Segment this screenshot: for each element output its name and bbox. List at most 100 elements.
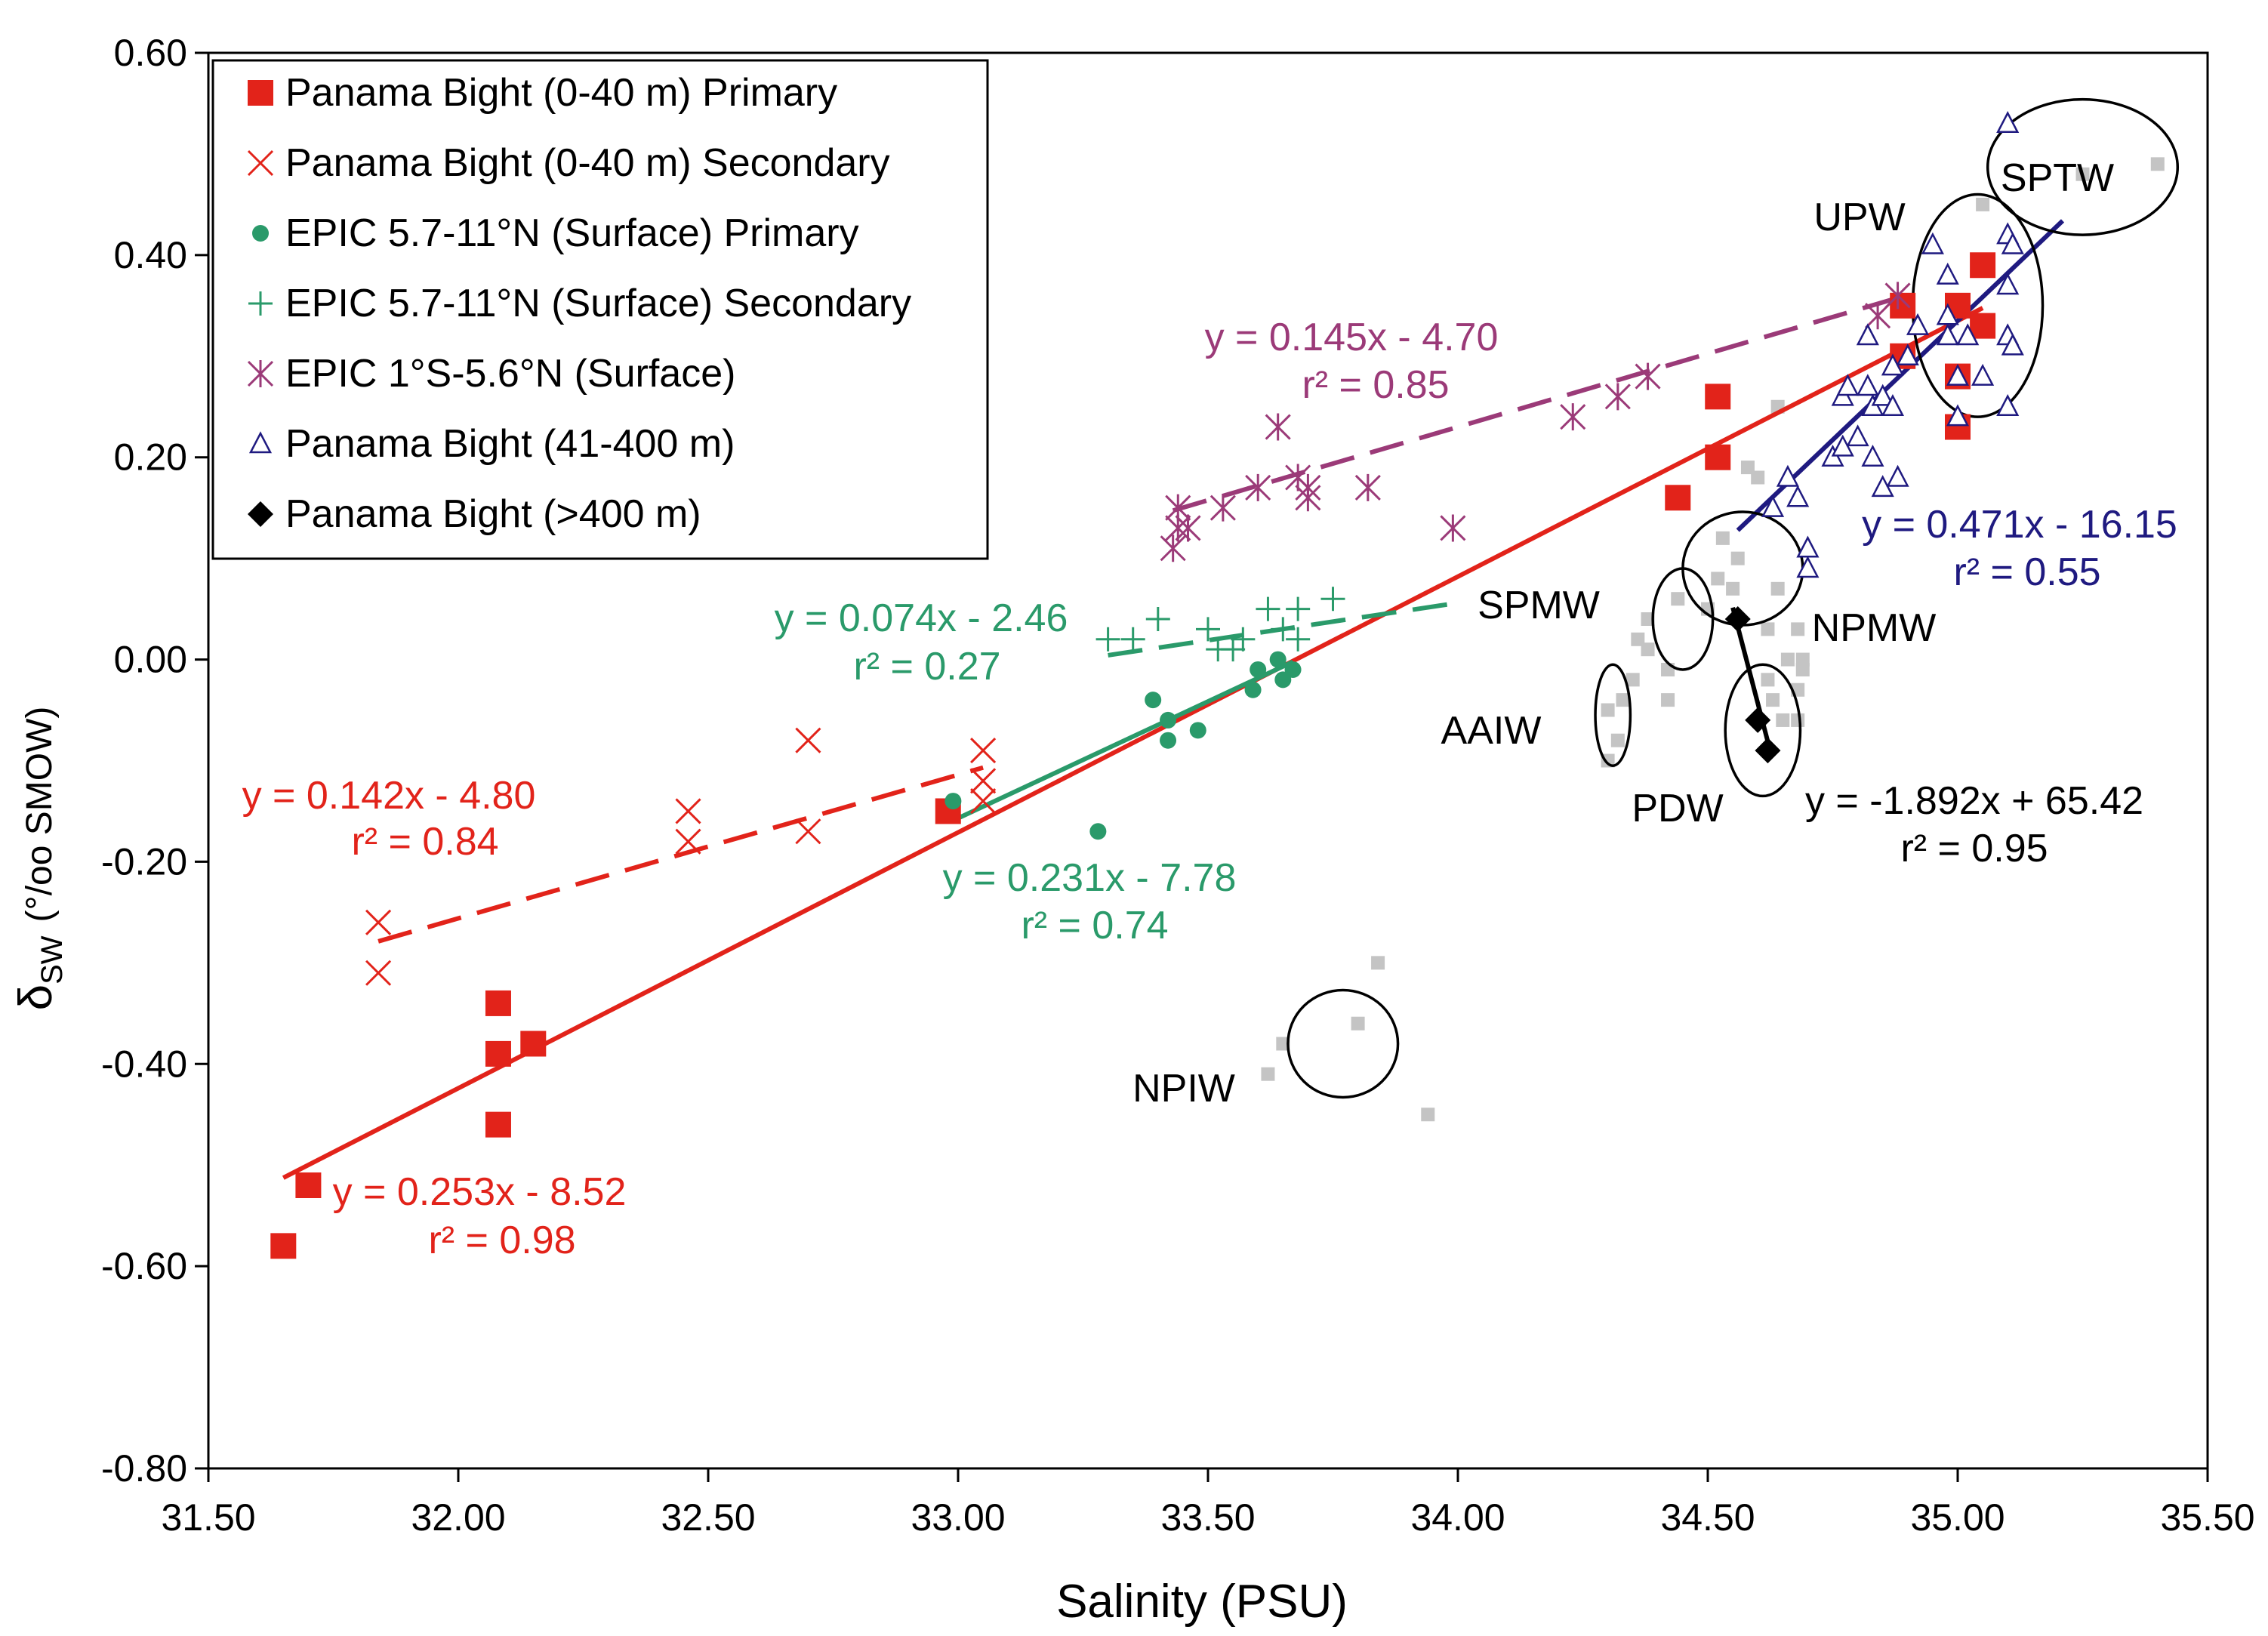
y-axis-subscript: SW (35, 935, 69, 984)
data-point (1095, 627, 1120, 652)
data-point (1836, 374, 1860, 396)
ellipses-layer (1287, 97, 2180, 1099)
data-point (1274, 671, 1292, 689)
water-mass-label-pdw: PDW (1632, 787, 1723, 830)
background-points-layer (1261, 157, 2165, 1122)
data-point (675, 828, 701, 855)
fit-line (952, 659, 1294, 823)
water-mass-label-aaiw: AAIW (1441, 709, 1542, 753)
data-point (295, 1172, 322, 1198)
legend-item-label: EPIC 1°S-5.6°N (Surface) (285, 352, 735, 396)
data-point (270, 1233, 297, 1259)
data-point (970, 738, 997, 764)
water-mass-label-npmw: NPMW (1812, 606, 1937, 650)
data-point (1761, 494, 1785, 517)
data-point (1175, 514, 1201, 542)
background-point (1261, 1067, 1275, 1081)
legend-marker-icon (248, 431, 273, 454)
fit-label-equation: y = 0.471x - 16.15 (1862, 503, 2177, 547)
data-point (1970, 252, 1996, 279)
data-point (1269, 651, 1287, 668)
data-point (1231, 627, 1256, 652)
data-point (1884, 282, 1911, 310)
background-point (1641, 612, 1655, 626)
background-point (1791, 622, 1805, 636)
data-point (1786, 485, 1810, 507)
background-point (1351, 1016, 1365, 1031)
background-point (1976, 197, 1990, 211)
data-point (365, 960, 392, 986)
water-mass-label-sptw: SPTW (2001, 156, 2114, 200)
data-point (675, 798, 701, 824)
background-point (1601, 703, 1615, 717)
background-point (1726, 581, 1740, 596)
background-point (1641, 642, 1655, 657)
data-point (1890, 292, 1916, 319)
data-point (1209, 494, 1236, 522)
legend-item-label: Panama Bight (>400 m) (285, 492, 701, 536)
legend-marker-icon (248, 80, 273, 106)
data-point (1776, 464, 1799, 487)
water-mass-labels: SPTW UPW NPMW SPMW AAIW PDW NPIW (1132, 156, 2114, 1111)
fit-label-equation: y = 0.142x - 4.80 (242, 774, 536, 818)
data-point (1881, 394, 1904, 416)
y-tick-label: 0.00 (114, 639, 187, 681)
data-point (1320, 587, 1345, 612)
x-tick-label: 34.50 (1660, 1496, 1755, 1539)
data-point (1796, 535, 1820, 558)
data-point (944, 793, 962, 810)
legend-marker-icon (248, 501, 273, 527)
data-point (1245, 473, 1271, 501)
water-mass-ellipse (1287, 988, 1400, 1099)
data-point (1755, 738, 1781, 764)
y-tick-label: -0.40 (101, 1043, 187, 1085)
data-point (1956, 323, 1980, 346)
water-mass-ellipse (1681, 510, 1804, 627)
data-point (1665, 485, 1691, 511)
fit-line (282, 306, 1984, 1180)
data-point (365, 909, 392, 935)
background-point (1626, 673, 1640, 687)
background-point (1751, 470, 1765, 485)
data-point (1145, 692, 1162, 709)
data-point (1906, 313, 1930, 335)
legend-marker-icon (252, 225, 269, 242)
fit-labels: y = 0.253x - 8.52 r² = 0.98 y = 0.142x -… (242, 316, 2177, 1262)
fit-label-equation: y = 0.231x - 7.78 (943, 856, 1237, 900)
water-mass-ellipse (1724, 663, 1802, 798)
background-point (1661, 693, 1675, 707)
legend-item-label: Panama Bight (41-400 m) (285, 422, 735, 466)
fit-label-r2: r² = 0.27 (853, 645, 1000, 689)
data-point (1244, 681, 1262, 698)
data-point (1440, 514, 1466, 542)
fit-label-equation: y = 0.253x - 8.52 (333, 1170, 627, 1214)
data-point (1724, 606, 1751, 632)
background-point (1715, 531, 1730, 545)
data-point (1856, 374, 1879, 396)
data-point (1936, 323, 1959, 346)
data-point (1286, 596, 1311, 621)
fit-label-r2: r² = 0.74 (1021, 904, 1168, 947)
background-point (1421, 1108, 1435, 1122)
data-point (1265, 413, 1291, 441)
data-point (1996, 394, 2020, 416)
background-point (1776, 713, 1790, 727)
fit-label-r2: r² = 0.55 (1953, 550, 2100, 594)
fit-line (377, 765, 984, 944)
x-tick-label: 35.50 (2160, 1496, 2254, 1539)
x-tick-label: 34.00 (1410, 1496, 1505, 1539)
water-mass-label-upw: UPW (1813, 196, 1905, 239)
legend-box (211, 59, 989, 560)
x-tick-label: 32.00 (411, 1496, 505, 1539)
data-point (970, 768, 997, 794)
background-point (1780, 652, 1795, 667)
data-point (1886, 464, 1909, 487)
data-point (1856, 323, 1879, 346)
legend-item-label: Panama Bight (0-40 m) Secondary (285, 141, 890, 185)
y-axis-unit: (°/oo SMOW) (20, 707, 60, 923)
data-point (1705, 444, 1731, 470)
fit-label-equation: y = 0.074x - 2.46 (775, 596, 1068, 640)
data-point (1896, 344, 1919, 366)
data-point (1971, 363, 1995, 386)
x-tick-label: 33.00 (911, 1496, 1005, 1539)
